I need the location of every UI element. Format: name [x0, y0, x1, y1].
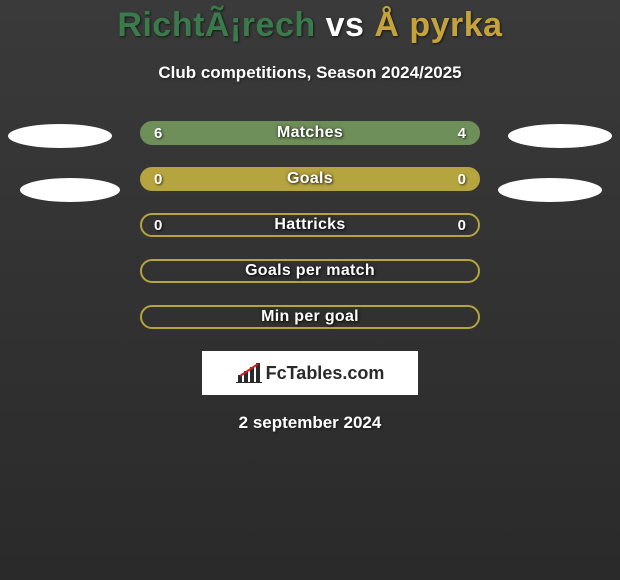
photo-placeholder [508, 124, 612, 148]
stat-value-right: 4 [458, 125, 466, 142]
stat-row: Goals per match [140, 259, 480, 283]
stat-value-right: 0 [458, 171, 466, 188]
stat-rows: 6Matches40Goals00Hattricks0Goals per mat… [140, 121, 480, 329]
player1-name: RichtÃ¡rech [117, 6, 315, 44]
logo-text: FcTables.com [266, 363, 385, 384]
photo-placeholder [498, 178, 602, 202]
stat-row: 6Matches4 [140, 121, 480, 145]
stat-row: 0Hattricks0 [140, 213, 480, 237]
stats-comparison-card: RichtÃ¡rech vs Å pyrka Club competitions… [0, 0, 620, 580]
stat-row: 0Goals0 [140, 167, 480, 191]
bar-chart-icon [236, 363, 262, 383]
player2-name: Å pyrka [374, 6, 502, 44]
page-title: RichtÃ¡rech vs Å pyrka [0, 0, 620, 45]
stat-label: Hattricks [142, 216, 478, 234]
stat-label: Goals per match [142, 262, 478, 280]
subtitle: Club competitions, Season 2024/2025 [0, 63, 620, 83]
date-text: 2 september 2024 [0, 413, 620, 433]
stat-label: Goals [142, 170, 478, 188]
vs-text: vs [316, 6, 375, 44]
stat-value-right: 0 [458, 217, 466, 234]
photo-placeholder [8, 124, 112, 148]
photo-placeholder [20, 178, 120, 202]
logo-box: FcTables.com [202, 351, 418, 395]
stat-label: Min per goal [142, 308, 478, 326]
stat-label: Matches [142, 124, 478, 142]
stat-row: Min per goal [140, 305, 480, 329]
